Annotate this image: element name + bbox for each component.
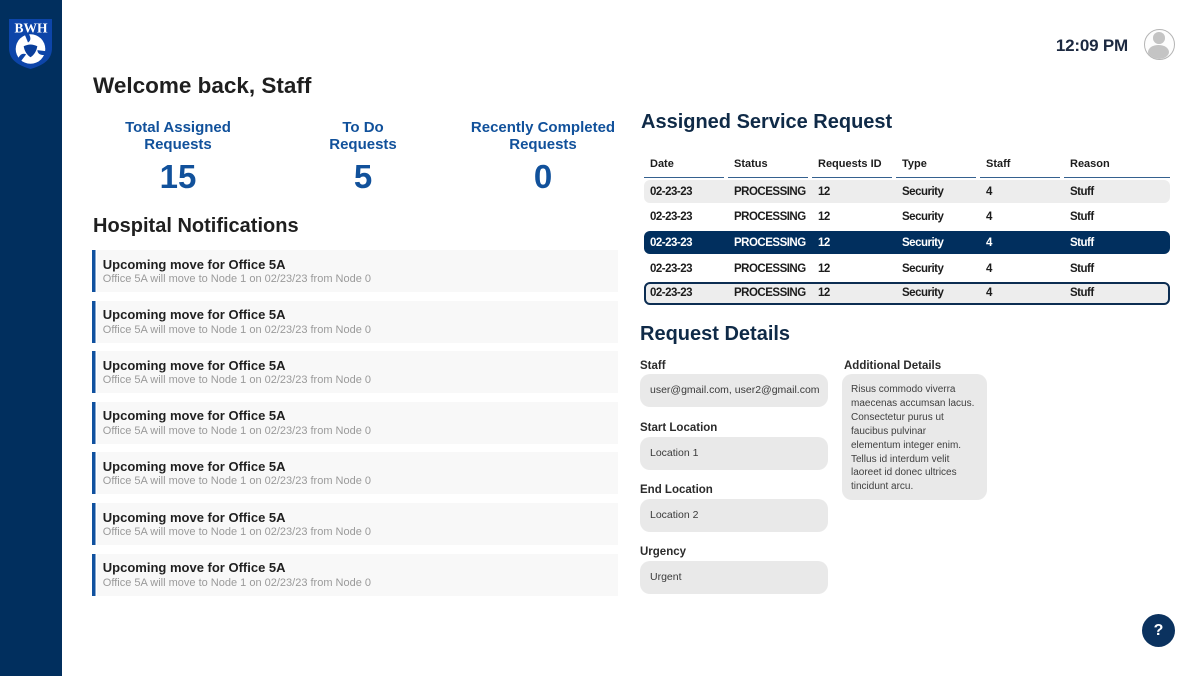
svg-text:BWH: BWH bbox=[14, 21, 48, 36]
